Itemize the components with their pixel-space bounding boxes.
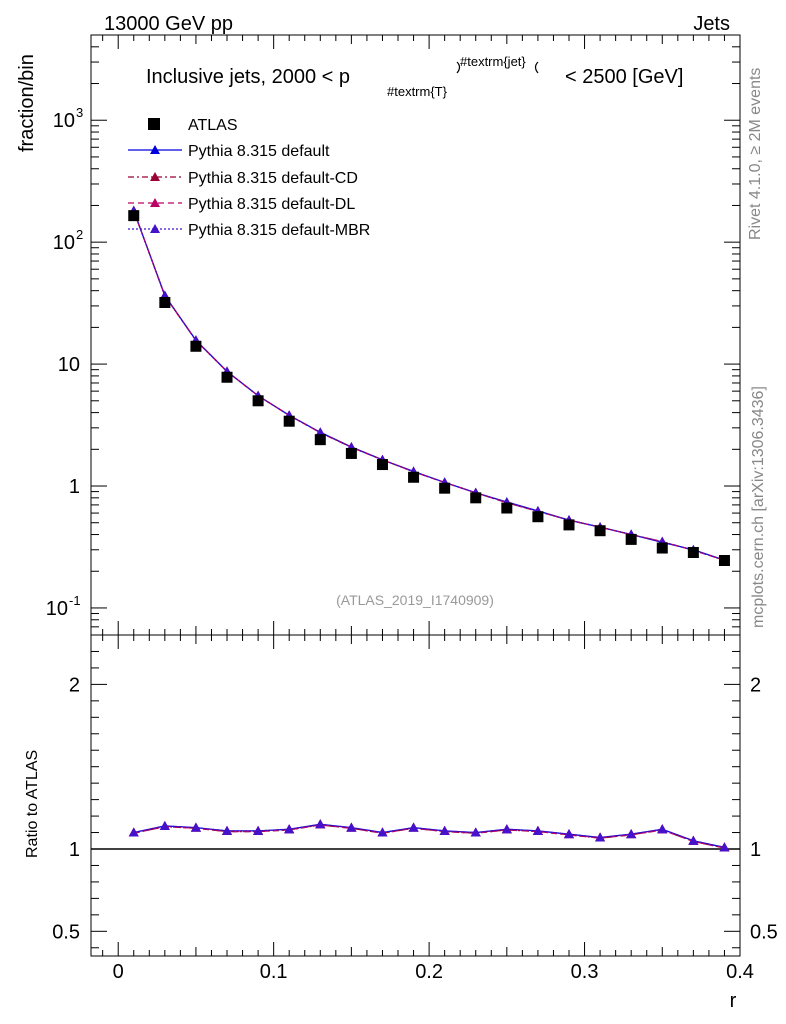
ratio-marker <box>501 824 512 834</box>
chart-title-superscript: #textrm{jet} <box>460 54 526 69</box>
data-point <box>221 371 233 383</box>
header-right: Jets <box>693 13 730 35</box>
y-tick-exponent: -1 <box>69 593 81 608</box>
data-point <box>563 519 575 531</box>
x-axis-label: r <box>730 990 737 1012</box>
plot-frames <box>90 34 741 957</box>
ratio-line-2 <box>133 824 725 849</box>
ratio-tick-label-right: 2 <box>750 674 761 696</box>
series-line-0 <box>133 210 725 561</box>
ratio-marker <box>315 819 326 829</box>
data-point <box>687 546 699 558</box>
y-tick-label: 10 <box>58 354 80 376</box>
chart-title-tail: < 2500 [GeV] <box>565 66 683 88</box>
x-tick-label: 0.2 <box>415 961 443 983</box>
ratio-marker <box>626 829 637 839</box>
ratio-tick-label-right: 1 <box>750 839 761 861</box>
legend-label: Pythia 8.315 default <box>188 143 330 160</box>
ratio-line-1 <box>133 824 725 849</box>
ratio-marker <box>595 832 606 842</box>
x-tick-label: 0.4 <box>726 961 754 983</box>
rivet-version-label: Rivet 4.1.0, ≥ 2M events <box>747 68 764 240</box>
legend-marker <box>150 198 160 207</box>
ratio-marker <box>408 822 419 832</box>
y-tick-exponent: 3 <box>76 105 83 120</box>
ratio-axis-label: Ratio to ATLAS <box>24 750 41 858</box>
ratio-marker <box>159 820 170 830</box>
series-line-1 <box>133 210 725 561</box>
data-point <box>532 511 544 523</box>
ratio-marker <box>377 827 388 837</box>
header-left: 13000 GeV pp <box>104 13 233 35</box>
ratio-marker <box>719 842 730 852</box>
data-point <box>656 542 668 554</box>
ratio-marker <box>688 835 699 845</box>
legend-marker <box>150 145 160 154</box>
ratio-marker <box>470 827 481 837</box>
legend: ATLAS Pythia 8.315 default Pythia 8.315 de… <box>128 117 370 239</box>
chart-title: Inclusive jets, 2000 < p #textrm{T} #tex… <box>146 54 683 99</box>
y-tick-label: 10 <box>46 598 68 620</box>
legend-label: Pythia 8.315 default-CD <box>188 170 358 187</box>
ratio-marker <box>253 825 264 835</box>
ratio-frame <box>90 634 741 957</box>
chart-title-subscript: #textrm{T} <box>387 84 448 99</box>
legend-marker-data <box>148 118 160 130</box>
ratio-marker <box>532 825 543 835</box>
data-point <box>439 482 451 494</box>
ratio-marker <box>439 825 450 835</box>
legend-marker <box>150 172 160 181</box>
data-point <box>718 554 730 566</box>
ratio-tick-label-left: 2 <box>69 674 80 696</box>
x-tick-label: 0.3 <box>571 961 599 983</box>
ratio-marker <box>657 824 668 834</box>
y-axis-label: fraction/bin <box>16 54 38 152</box>
x-tick-label: 0.1 <box>260 961 288 983</box>
mcplots-label: mcplots.cern.ch [arXiv:1306.3436] <box>750 386 767 628</box>
ratio-tick-label-right: 0.5 <box>750 921 778 943</box>
data-point <box>283 415 295 427</box>
ratio-tick-label-left: 0.5 <box>52 921 80 943</box>
ratio-tick-label-left: 1 <box>69 839 80 861</box>
data-point <box>345 447 357 459</box>
ratio-line-3 <box>133 823 725 848</box>
y-tick-label: 1 <box>69 476 80 498</box>
data-point <box>470 492 482 504</box>
data-point <box>190 340 202 352</box>
legend-marker <box>150 224 160 233</box>
y-tick-label: 10 <box>53 110 75 132</box>
data-point <box>314 434 326 446</box>
series-line-2 <box>133 210 725 561</box>
analysis-label: (ATLAS_2019_I1740909) <box>336 592 494 608</box>
data-point <box>128 210 140 222</box>
legend-label: ATLAS <box>188 117 238 134</box>
title-bracket-glyphs <box>456 61 539 74</box>
ratio-line-0 <box>133 823 725 848</box>
x-tick-label: 0 <box>113 961 124 983</box>
y-tick-exponent: 2 <box>76 227 83 242</box>
ratio-marker <box>222 825 233 835</box>
data-point <box>625 533 637 545</box>
data-point <box>501 502 513 514</box>
y-tick-label: 10 <box>53 232 75 254</box>
ratio-marker <box>284 824 295 834</box>
data-point <box>376 459 388 471</box>
legend-label: Pythia 8.315 default-MBR <box>188 222 370 239</box>
ratio-marker <box>346 822 357 832</box>
data-point <box>159 296 171 308</box>
data-point <box>594 525 606 537</box>
ratio-marker <box>564 829 575 839</box>
series-line-3 <box>133 210 725 561</box>
data-point <box>252 395 264 407</box>
data-point <box>408 471 420 483</box>
ratio-marker <box>190 822 201 832</box>
legend-label: Pythia 8.315 default-DL <box>188 196 355 213</box>
ratio-marker <box>128 827 139 837</box>
chart-title-main: Inclusive jets, 2000 < p <box>146 66 350 88</box>
series-layer <box>91 205 740 852</box>
